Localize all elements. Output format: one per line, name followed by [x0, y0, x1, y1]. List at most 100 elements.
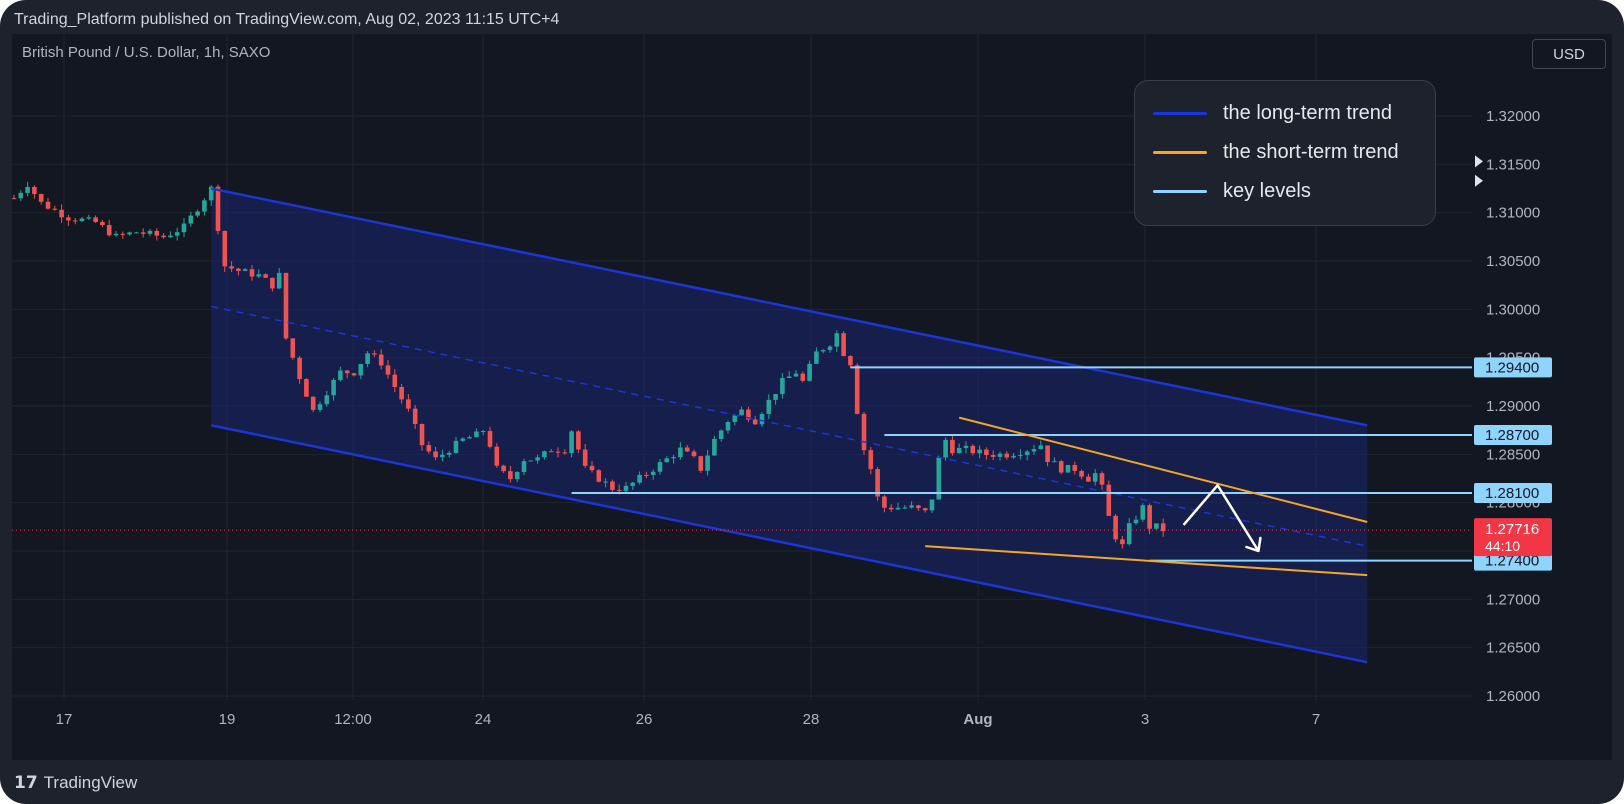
- candle-body: [990, 454, 996, 457]
- candle-body: [263, 274, 268, 278]
- y-tick-label: 1.30000: [1486, 301, 1540, 318]
- candle-body: [1038, 445, 1044, 450]
- candle-body: [86, 217, 92, 219]
- candle-body: [140, 232, 146, 234]
- candle-body: [113, 233, 119, 236]
- candle-body: [807, 363, 812, 381]
- candle-body: [351, 373, 357, 376]
- y-tick-label: 1.32000: [1486, 108, 1540, 125]
- chart-area[interactable]: 1.320001.315001.310001.305001.300001.295…: [12, 34, 1612, 760]
- candle-body: [236, 268, 241, 271]
- candle-body: [766, 399, 772, 415]
- legend-item-short-term-trend: the short-term trend: [1153, 138, 1399, 166]
- candle-body: [72, 220, 78, 222]
- candle-body: [616, 489, 622, 491]
- candle-body: [1113, 515, 1118, 540]
- candle-body: [610, 481, 615, 490]
- candle-body: [759, 414, 765, 425]
- candle-body: [705, 455, 710, 471]
- candle-body: [542, 451, 547, 458]
- candle-body: [1058, 461, 1064, 473]
- candle-body: [188, 215, 194, 224]
- candle-body: [215, 186, 221, 231]
- candle-body: [712, 438, 717, 456]
- candle-body: [372, 353, 377, 355]
- candle-body: [773, 394, 778, 400]
- candle-body: [888, 507, 894, 510]
- candle-body: [338, 370, 343, 380]
- short-trend-lower-line: [925, 545, 1368, 577]
- candle-body: [950, 439, 955, 454]
- candle-body: [861, 413, 867, 451]
- y-tick-label: 1.26500: [1486, 640, 1540, 657]
- candle-body: [684, 447, 690, 452]
- candle-body: [902, 507, 908, 509]
- currency-button[interactable]: USD: [1532, 39, 1606, 69]
- candle-body: [909, 505, 914, 508]
- scale-marker-icon: [1475, 174, 1483, 187]
- x-tick-label: Aug: [963, 711, 992, 728]
- y-tick-label: 1.27000: [1486, 591, 1540, 608]
- legend-swatch-long-term: [1153, 111, 1207, 115]
- legend-item-long-term-trend: the long-term trend: [1153, 99, 1392, 127]
- candle-body: [691, 451, 697, 457]
- key-level-tag-label: 1.28100: [1485, 485, 1539, 502]
- long-trend-upper-line: [210, 187, 1368, 427]
- candle-body: [134, 232, 139, 234]
- x-tick-label: 28: [803, 711, 820, 728]
- candle-body: [1065, 464, 1071, 473]
- y-tick-label: 1.29000: [1486, 398, 1540, 415]
- y-tick-label: 1.28500: [1486, 446, 1540, 463]
- candle-body: [548, 451, 554, 453]
- long-trend-lower-line: [210, 424, 1368, 664]
- y-tick-label: 1.30500: [1486, 253, 1540, 270]
- candle-body: [603, 481, 608, 483]
- candle-body: [202, 200, 207, 212]
- candle-body: [793, 373, 799, 377]
- trend-channel-fill: [211, 188, 1368, 663]
- candle-body: [929, 499, 935, 511]
- candle-body: [977, 449, 982, 454]
- candle-body: [310, 396, 316, 410]
- candle-body: [834, 333, 840, 347]
- candle-body: [895, 507, 901, 510]
- candle-body: [25, 186, 30, 193]
- candle-body: [1106, 484, 1112, 516]
- candle-body: [161, 235, 166, 238]
- candle-body: [814, 351, 819, 364]
- candle-body: [52, 208, 58, 210]
- candle-body: [786, 376, 792, 379]
- countdown-label: 44:10: [1485, 538, 1520, 554]
- candle-body: [181, 223, 187, 233]
- scale-marker-icon: [1475, 155, 1483, 168]
- candle-body: [467, 437, 472, 439]
- candle-body: [841, 333, 846, 357]
- candle-body: [79, 218, 85, 222]
- published-line: Trading_Platform published on TradingVie…: [14, 11, 560, 28]
- key-level-tag-label: 1.29400: [1485, 359, 1539, 376]
- candle-body: [32, 186, 37, 195]
- candle-body: [535, 457, 540, 461]
- candle-body: [868, 450, 874, 470]
- candle-body: [385, 365, 391, 375]
- projection-arrow: [1182, 484, 1260, 552]
- candle-body: [168, 235, 173, 238]
- candle-body: [569, 431, 574, 454]
- candle-body: [460, 438, 466, 441]
- tradingview-brand[interactable]: 17 TradingView: [14, 772, 137, 794]
- candle-body: [882, 496, 887, 508]
- candle-body: [1045, 445, 1050, 462]
- candle-body: [922, 508, 928, 511]
- candle-body: [344, 370, 350, 374]
- candle-body: [596, 470, 602, 482]
- candle-body: [1147, 505, 1152, 529]
- y-tick-label: 1.31000: [1486, 205, 1540, 222]
- candle-body: [100, 221, 105, 226]
- candle-body: [671, 457, 676, 459]
- candle-body: [875, 469, 880, 497]
- symbol-title: British Pound / U.S. Dollar, 1h, SAXO: [22, 44, 271, 61]
- candle-body: [970, 445, 976, 454]
- candle-body: [256, 274, 262, 277]
- chart-svg[interactable]: 1.320001.315001.310001.305001.300001.295…: [12, 34, 1612, 760]
